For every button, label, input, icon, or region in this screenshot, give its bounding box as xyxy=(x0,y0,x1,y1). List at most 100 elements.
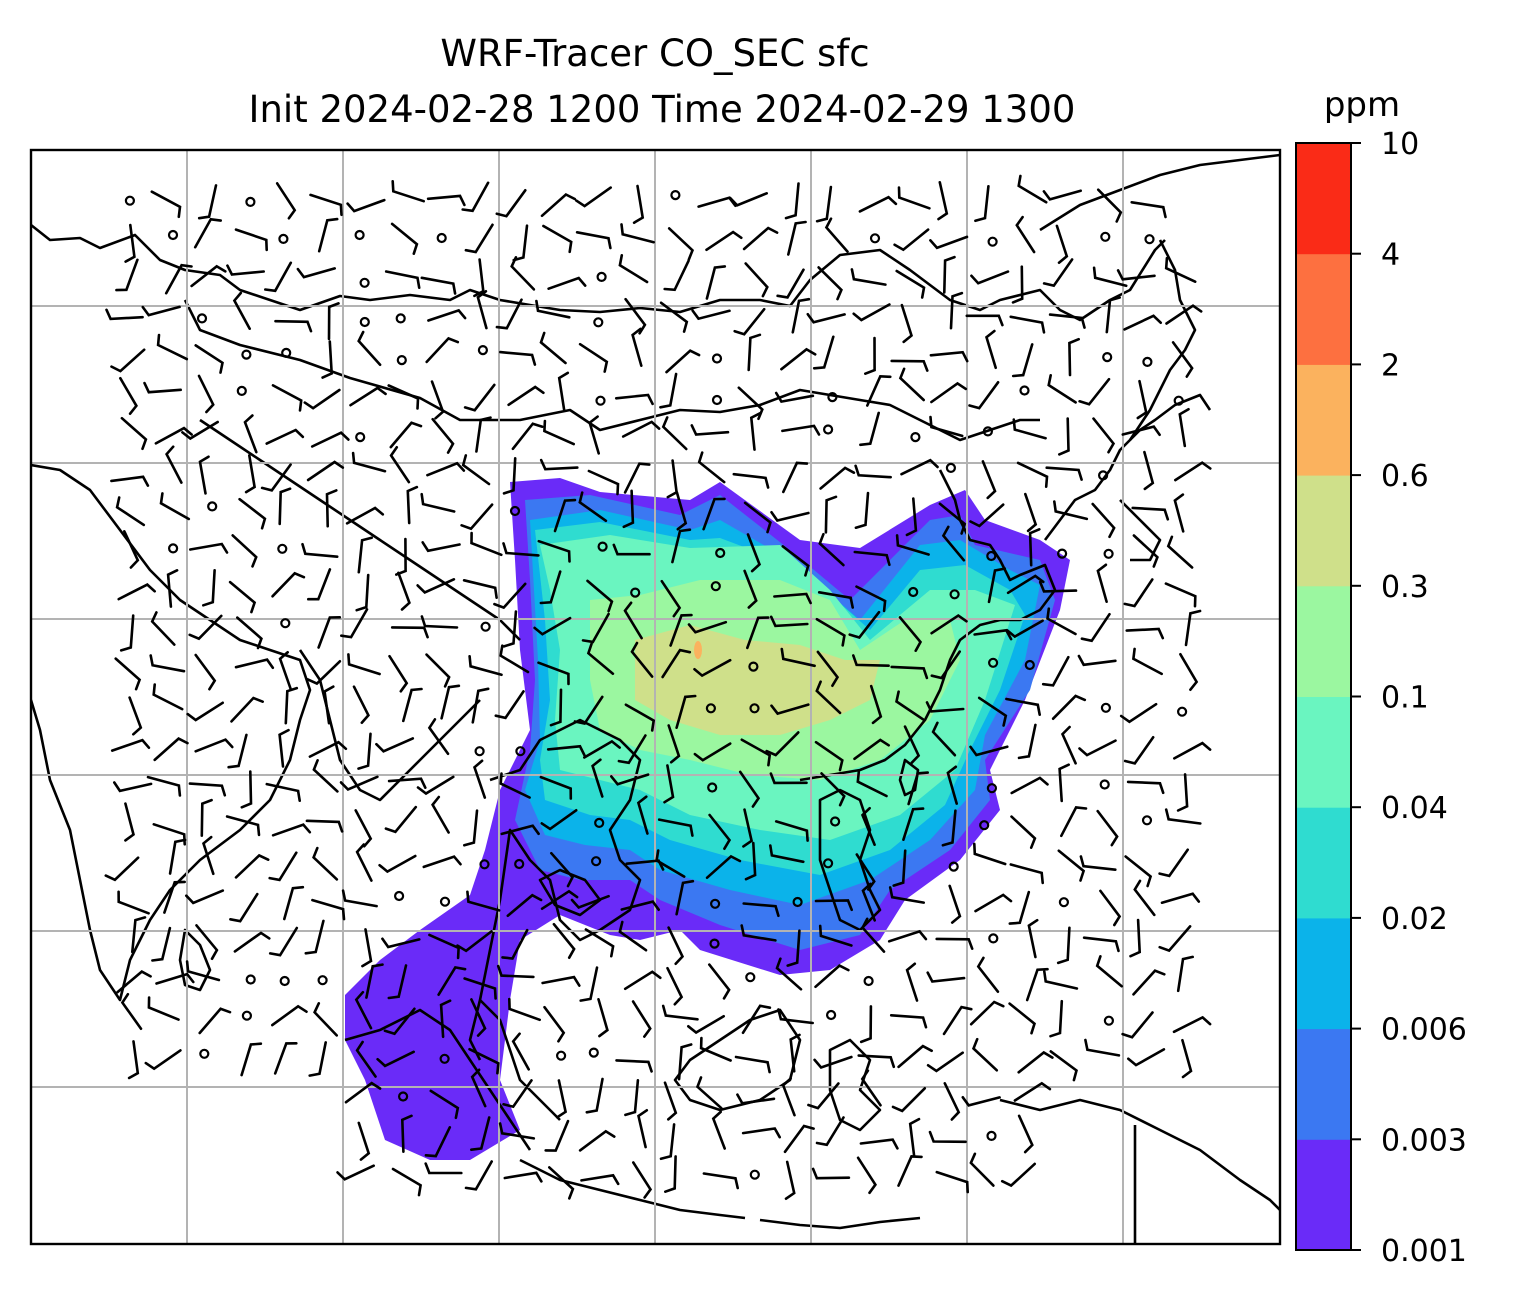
wind-barb xyxy=(1057,849,1086,882)
wind-barb xyxy=(890,665,929,680)
wind-barb xyxy=(787,220,807,256)
wind-barb xyxy=(898,367,925,402)
wind-barb xyxy=(189,542,229,554)
wind-barb xyxy=(636,795,649,835)
wind-barb xyxy=(188,782,227,797)
calm-wind-circle xyxy=(869,233,881,244)
wind-barb xyxy=(1132,969,1166,996)
calm-wind-circle xyxy=(1173,395,1184,406)
calm-wind-circle xyxy=(594,817,605,829)
wind-barb xyxy=(1006,574,1045,595)
wind-barb xyxy=(632,1161,653,1199)
calm-wind-circle xyxy=(359,316,370,328)
calm-wind-circle xyxy=(827,392,838,403)
wind-barb xyxy=(143,381,182,394)
wind-barb xyxy=(355,573,370,612)
wind-barb xyxy=(240,1042,263,1077)
wind-barb xyxy=(119,614,135,652)
wind-barb xyxy=(327,302,340,341)
calm-wind-circle xyxy=(597,541,608,552)
wind-barb xyxy=(749,411,762,451)
wind-barb xyxy=(346,198,386,213)
wind-barb xyxy=(969,503,1005,528)
wind-barb xyxy=(791,297,811,334)
wind-barb xyxy=(864,336,876,375)
wind-barb xyxy=(305,819,344,833)
wind-barb xyxy=(813,1055,853,1070)
wind-barb xyxy=(1179,653,1199,691)
wind-barb xyxy=(970,270,1010,285)
taiwan xyxy=(898,758,920,797)
wind-barb xyxy=(548,1166,575,1200)
wind-barb xyxy=(742,808,754,848)
wind-barb xyxy=(974,185,990,223)
wind-barb xyxy=(1049,1050,1078,1082)
calm-wind-circle xyxy=(908,586,919,598)
wind-barb xyxy=(376,1050,415,1068)
wind-barb xyxy=(1017,723,1037,760)
wind-barb xyxy=(1116,269,1156,281)
calm-wind-circle xyxy=(1144,234,1155,245)
calm-wind-circle xyxy=(711,353,723,364)
wind-barb xyxy=(537,661,570,686)
calm-wind-circle xyxy=(1102,352,1113,363)
wind-barb xyxy=(961,1096,1001,1107)
calm-wind-circle xyxy=(1100,702,1112,713)
wind-barb xyxy=(977,696,1008,727)
calm-wind-circle xyxy=(988,933,999,944)
wind-barb xyxy=(621,420,661,438)
wind-barb xyxy=(903,725,921,765)
wind-barb xyxy=(1049,999,1064,1038)
wind-barb xyxy=(278,651,292,691)
wind-barb xyxy=(889,1014,928,1029)
wind-barb xyxy=(677,1043,693,1081)
wind-barb xyxy=(624,703,656,732)
wind-barb xyxy=(117,583,156,601)
wind-barb xyxy=(591,758,604,798)
wind-barb xyxy=(510,256,536,291)
wind-barb xyxy=(463,977,497,1000)
wind-barb xyxy=(732,472,770,489)
wind-barb xyxy=(1099,889,1122,927)
calm-wind-circle xyxy=(207,501,218,512)
wind-barb xyxy=(744,841,757,881)
wind-barb xyxy=(588,415,600,455)
wind-barb xyxy=(781,545,810,577)
wind-barb xyxy=(104,856,140,882)
malay-peninsula xyxy=(479,999,561,1121)
wind-barb xyxy=(575,231,612,250)
wind-barb xyxy=(935,937,974,950)
wind-barb xyxy=(854,491,870,529)
colorbar-tick-label: 0.006 xyxy=(1381,1013,1467,1048)
wind-barb xyxy=(375,737,415,753)
calm-wind-circle xyxy=(241,349,252,360)
wind-barb xyxy=(1127,1048,1166,1067)
wind-barb xyxy=(1008,890,1031,925)
wind-barb xyxy=(687,1015,725,1035)
wind-barb xyxy=(128,696,143,736)
wind-barb xyxy=(855,585,887,613)
wind-barb xyxy=(499,644,530,674)
wind-barb xyxy=(705,230,743,252)
wind-barb xyxy=(119,376,138,415)
wind-barb xyxy=(424,1126,452,1158)
wind-barb xyxy=(308,740,348,758)
wind-barb xyxy=(228,580,257,614)
calm-wind-circle xyxy=(394,890,405,902)
wind-barb xyxy=(895,690,925,721)
wind-barb xyxy=(472,759,487,799)
wind-barb xyxy=(508,997,541,1022)
wind-barb xyxy=(581,612,610,644)
wind-barb xyxy=(355,843,373,882)
wind-barb xyxy=(666,966,684,1006)
wind-barb xyxy=(309,193,343,217)
wind-barb xyxy=(667,926,685,966)
wind-barb xyxy=(495,189,527,218)
wind-barb xyxy=(820,772,846,807)
calm-wind-circle xyxy=(748,661,759,672)
calm-wind-circle xyxy=(987,236,998,247)
wind-barb xyxy=(200,798,213,837)
calm-wind-circle xyxy=(1056,548,1068,559)
wind-barb xyxy=(1173,741,1212,760)
coastlines-and-borders xyxy=(31,153,1280,1244)
